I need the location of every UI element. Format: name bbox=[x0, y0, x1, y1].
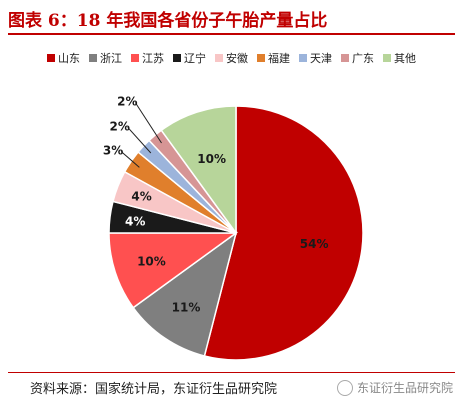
brand-watermark: 东证衍生品研究院 bbox=[336, 379, 453, 396]
source-note: 资料来源：国家统计局，东证衍生品研究院 bbox=[30, 382, 278, 397]
legend-item: 江苏 bbox=[131, 50, 164, 66]
pie-slice bbox=[203, 105, 364, 361]
legend-label: 山东 bbox=[58, 52, 80, 65]
legend-item: 其他 bbox=[383, 50, 416, 66]
data-label: 10% bbox=[137, 254, 166, 268]
legend-label: 安徽 bbox=[226, 52, 248, 65]
chart-title: 图表 6：18 年我国各省份子午胎产量占比 bbox=[8, 11, 328, 31]
data-label: 11% bbox=[172, 301, 201, 315]
legend-item: 山东 bbox=[47, 50, 80, 66]
legend-label: 天津 bbox=[310, 52, 332, 65]
legend-swatch bbox=[215, 54, 223, 62]
data-label: 2% bbox=[117, 95, 137, 109]
pie-slice bbox=[108, 232, 239, 309]
legend-swatch bbox=[47, 54, 55, 62]
data-label: 54% bbox=[300, 237, 329, 251]
legend-item: 福建 bbox=[257, 50, 290, 66]
brand-name: 东证衍生品研究院 bbox=[356, 381, 453, 395]
leader-line bbox=[120, 151, 140, 168]
legend-swatch bbox=[131, 54, 139, 62]
legend-label: 其他 bbox=[394, 52, 416, 65]
legend-label: 广东 bbox=[352, 52, 374, 65]
data-label: 4% bbox=[125, 214, 145, 228]
legend-swatch bbox=[383, 54, 391, 62]
leader-line bbox=[127, 126, 152, 154]
legend-item: 安徽 bbox=[215, 50, 248, 66]
legend-item: 辽宁 bbox=[173, 50, 206, 66]
legend-label: 江苏 bbox=[142, 52, 164, 65]
legend: 山东 浙江 江苏 辽宁 安徽 福建 天津 广东 其他 bbox=[0, 50, 463, 66]
legend-label: 福建 bbox=[268, 52, 290, 65]
legend-label: 浙江 bbox=[100, 52, 122, 65]
pie-slice bbox=[160, 105, 237, 236]
legend-swatch bbox=[299, 54, 307, 62]
legend-swatch bbox=[257, 54, 265, 62]
data-label: 3% bbox=[103, 143, 123, 157]
pie-slice bbox=[132, 231, 238, 357]
footer-divider bbox=[8, 372, 455, 373]
legend-item: 天津 bbox=[299, 50, 332, 66]
wechat-icon bbox=[336, 379, 353, 396]
data-label: 4% bbox=[131, 190, 151, 204]
legend-swatch bbox=[173, 54, 181, 62]
title-divider bbox=[8, 33, 455, 35]
leader-line bbox=[134, 102, 162, 144]
legend-label: 辽宁 bbox=[184, 52, 206, 65]
data-label: 2% bbox=[109, 119, 129, 133]
legend-swatch bbox=[89, 54, 97, 62]
data-label: 10% bbox=[197, 152, 226, 166]
legend-item: 浙江 bbox=[89, 50, 122, 66]
legend-swatch bbox=[341, 54, 349, 62]
legend-item: 广东 bbox=[341, 50, 374, 66]
